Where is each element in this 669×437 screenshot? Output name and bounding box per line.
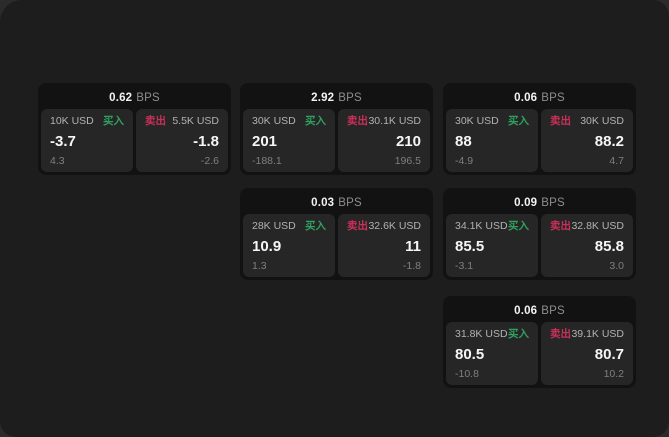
- buy-price: 85.5: [455, 237, 485, 255]
- buy-panel[interactable]: 30K USD 买入 201 -188.1: [243, 109, 335, 172]
- buy-panel[interactable]: 28K USD 买入 10.9 1.3: [243, 214, 335, 277]
- quote-card: 0.06 BPS 30K USD 买入 88 -4.9 卖出 30K USD 8…: [443, 83, 636, 175]
- buy-panel[interactable]: 10K USD 买入 -3.7 4.3: [41, 109, 133, 172]
- bps-unit-label: BPS: [338, 196, 362, 209]
- sell-delta: 196.5: [394, 155, 421, 167]
- buy-tag: 买入: [305, 115, 326, 127]
- card-header: 0.06 BPS: [446, 86, 633, 109]
- buy-price: 10.9: [252, 237, 282, 255]
- sell-price: 88.2: [594, 132, 624, 150]
- sell-size-label: 30K USD: [580, 115, 624, 127]
- sell-price: 80.7: [594, 345, 624, 363]
- buy-price: -3.7: [50, 132, 76, 150]
- buy-size-label: 28K USD: [252, 220, 296, 232]
- sell-tag: 卖出: [347, 115, 368, 127]
- sell-tag: 卖出: [550, 328, 571, 340]
- buy-delta: 1.3: [252, 260, 267, 272]
- sell-price: 85.8: [594, 237, 624, 255]
- card-header: 0.06 BPS: [446, 299, 633, 322]
- sell-size-label: 32.6K USD: [368, 220, 421, 232]
- card-header: 0.03 BPS: [243, 191, 430, 214]
- quote-panels: 31.8K USD 买入 80.5 -10.8 卖出 39.1K USD 80.…: [446, 322, 633, 385]
- sell-panel[interactable]: 卖出 30K USD 88.2 4.7: [541, 109, 633, 172]
- sell-panel[interactable]: 卖出 32.6K USD 11 -1.8: [338, 214, 430, 277]
- quote-card: 2.92 BPS 30K USD 买入 201 -188.1 卖出 30.1K …: [240, 83, 433, 175]
- sell-panel[interactable]: 卖出 5.5K USD -1.8 -2.6: [136, 109, 228, 172]
- sell-tag: 卖出: [347, 220, 368, 232]
- sell-panel[interactable]: 卖出 32.8K USD 85.8 3.0: [541, 214, 633, 277]
- card-header: 0.62 BPS: [41, 86, 228, 109]
- sell-panel[interactable]: 卖出 39.1K USD 80.7 10.2: [541, 322, 633, 385]
- buy-delta: -3.1: [455, 260, 474, 272]
- quote-card: 0.62 BPS 10K USD 买入 -3.7 4.3 卖出 5.5K USD…: [38, 83, 231, 175]
- sell-price: 11: [405, 237, 421, 255]
- buy-tag: 买入: [508, 115, 529, 127]
- buy-panel[interactable]: 30K USD 买入 88 -4.9: [446, 109, 538, 172]
- bps-unit-label: BPS: [541, 91, 565, 104]
- buy-tag: 买入: [305, 220, 326, 232]
- sell-tag: 卖出: [550, 220, 571, 232]
- buy-size-label: 10K USD: [50, 115, 94, 127]
- sell-delta: -1.8: [402, 260, 421, 272]
- sell-size-label: 39.1K USD: [571, 328, 624, 340]
- sell-tag: 卖出: [550, 115, 571, 127]
- sell-size-label: 5.5K USD: [172, 115, 219, 127]
- buy-panel[interactable]: 34.1K USD 买入 85.5 -3.1: [446, 214, 538, 277]
- bps-unit-label: BPS: [541, 304, 565, 317]
- sell-size-label: 30.1K USD: [368, 115, 421, 127]
- bps-value: 0.06: [514, 304, 538, 317]
- quote-panels: 10K USD 买入 -3.7 4.3 卖出 5.5K USD -1.8 -2.…: [41, 109, 228, 172]
- buy-size-label: 30K USD: [455, 115, 499, 127]
- sell-delta: 3.0: [609, 260, 624, 272]
- sell-panel[interactable]: 卖出 30.1K USD 210 196.5: [338, 109, 430, 172]
- buy-delta: 4.3: [50, 155, 65, 167]
- sell-delta: 4.7: [609, 155, 624, 167]
- bps-value: 0.09: [514, 196, 538, 209]
- sell-delta: -2.6: [200, 155, 219, 167]
- buy-price: 201: [252, 132, 278, 150]
- card-header: 0.09 BPS: [446, 191, 633, 214]
- buy-tag: 买入: [508, 220, 529, 232]
- buy-size-label: 34.1K USD: [455, 220, 508, 232]
- quote-panels: 30K USD 买入 88 -4.9 卖出 30K USD 88.2 4.7: [446, 109, 633, 172]
- bps-value: 0.06: [514, 91, 538, 104]
- card-header: 2.92 BPS: [243, 86, 430, 109]
- buy-price: 80.5: [455, 345, 485, 363]
- bps-unit-label: BPS: [338, 91, 362, 104]
- buy-delta: -188.1: [252, 155, 282, 167]
- quote-card: 0.09 BPS 34.1K USD 买入 85.5 -3.1 卖出 32.8K…: [443, 188, 636, 280]
- sell-tag: 卖出: [145, 115, 166, 127]
- buy-tag: 买入: [103, 115, 124, 127]
- bps-unit-label: BPS: [136, 91, 160, 104]
- sell-price: 210: [395, 132, 421, 150]
- buy-price: 88: [455, 132, 472, 150]
- sell-price: -1.8: [193, 132, 219, 150]
- buy-size-label: 31.8K USD: [455, 328, 508, 340]
- buy-panel[interactable]: 31.8K USD 买入 80.5 -10.8: [446, 322, 538, 385]
- quote-panels: 28K USD 买入 10.9 1.3 卖出 32.6K USD 11 -1.8: [243, 214, 430, 277]
- bps-unit-label: BPS: [541, 196, 565, 209]
- quote-card: 0.03 BPS 28K USD 买入 10.9 1.3 卖出 32.6K US…: [240, 188, 433, 280]
- buy-delta: -10.8: [455, 368, 479, 380]
- quote-panels: 30K USD 买入 201 -188.1 卖出 30.1K USD 210 1…: [243, 109, 430, 172]
- quote-card: 0.06 BPS 31.8K USD 买入 80.5 -10.8 卖出 39.1…: [443, 296, 636, 388]
- sell-delta: 10.2: [603, 368, 624, 380]
- sell-size-label: 32.8K USD: [571, 220, 624, 232]
- buy-size-label: 30K USD: [252, 115, 296, 127]
- buy-tag: 买入: [508, 328, 529, 340]
- buy-delta: -4.9: [455, 155, 474, 167]
- bps-value: 2.92: [311, 91, 335, 104]
- bps-value: 0.62: [109, 91, 133, 104]
- bps-value: 0.03: [311, 196, 335, 209]
- quote-panels: 34.1K USD 买入 85.5 -3.1 卖出 32.8K USD 85.8…: [446, 214, 633, 277]
